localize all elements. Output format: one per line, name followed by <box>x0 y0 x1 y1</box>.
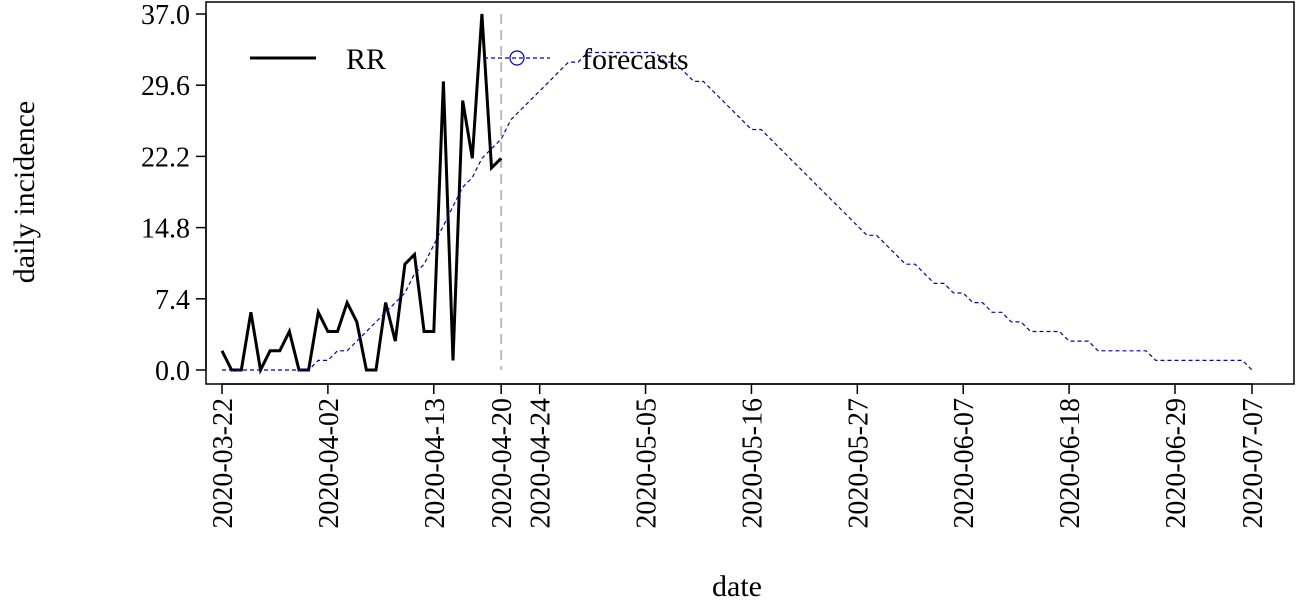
legend-forecasts-label: forecasts <box>582 43 689 76</box>
y-tick-label: 29.6 <box>141 71 190 102</box>
series-line-forecasts <box>222 51 1253 371</box>
x-axis: 2020-03-22 2020-04-02 2020-04-13 2020-04-20… <box>208 383 1269 529</box>
x-tick-label: 2020-06-07 <box>949 398 980 529</box>
legend: RR forecasts <box>250 43 689 76</box>
x-tick-label: 2020-05-05 <box>632 398 663 529</box>
y-tick-label: 14.8 <box>141 214 190 245</box>
series-layer <box>220 13 1253 375</box>
legend-forecasts-marker <box>509 50 525 66</box>
x-tick-label: 2020-06-29 <box>1161 398 1192 529</box>
x-tick-label: 2020-07-07 <box>1238 398 1269 529</box>
y-axis-label: daily incidence <box>8 101 41 283</box>
x-axis-label: date <box>712 570 762 600</box>
x-tick-label: 2020-05-16 <box>737 398 768 529</box>
y-tick-label: 37.0 <box>141 0 190 31</box>
x-tick-label: 2020-03-22 <box>208 398 239 529</box>
x-tick-label: 2020-04-02 <box>314 398 345 529</box>
legend-rr-label: RR <box>346 43 386 76</box>
y-tick-label: 22.2 <box>141 142 190 173</box>
x-tick-label: 2020-04-20 <box>487 398 518 529</box>
y-tick-label: 0.0 <box>155 356 190 387</box>
x-tick-label: 2020-05-27 <box>843 398 874 529</box>
x-tick-label: 2020-04-24 <box>526 398 557 529</box>
x-tick-label: 2020-04-13 <box>420 398 451 529</box>
x-tick-label: 2020-06-18 <box>1055 398 1086 529</box>
series-line-rr <box>220 13 503 375</box>
y-tick-label: 7.4 <box>155 285 190 316</box>
y-axis: 0.0 7.4 14.8 22.2 29.6 37.0 <box>141 0 207 387</box>
